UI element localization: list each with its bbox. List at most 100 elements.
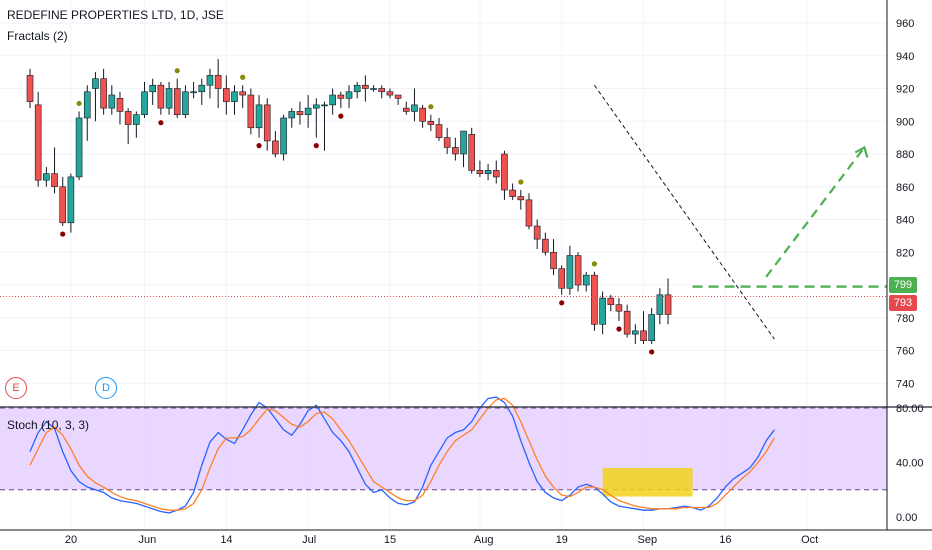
candle-body [443,137,451,148]
candle-body [648,314,655,341]
fractals-indicator-label[interactable]: Fractals (2) [7,29,68,43]
fractal-down-marker [60,231,66,237]
fractal-up-marker [428,104,434,110]
candle-body [615,304,623,312]
price-tick-label: 740 [896,378,914,390]
time-tick-label: Aug [474,534,494,546]
overlays-group [0,84,887,340]
dividend-event-badge[interactable]: D [95,377,117,399]
projection-arrow-line [765,146,866,278]
candle-body [345,91,353,99]
time-tick-label: 14 [220,534,232,546]
projection-arrow-head [854,145,869,158]
candles-group[interactable] [26,59,672,344]
candle-body [288,111,296,119]
fractal-up-marker [174,68,180,74]
stoch-highlight-box [602,467,693,497]
candle-body [214,75,222,89]
candle-body [83,91,91,119]
price-tick-label: 880 [896,149,914,161]
candle-body [304,107,312,116]
candle-body [411,104,418,112]
candle-body [239,91,246,96]
price-tag-current: 793 [889,295,917,311]
candle-body [124,111,132,125]
candle-body [157,84,165,109]
fractal-up-marker [240,74,246,80]
candle-body [329,94,336,106]
chart-title: REDEFINE PROPERTIES LTD, 1D, JSE [7,8,224,22]
candle-body [574,255,582,286]
candle-body [280,117,287,155]
candle-body [591,274,598,325]
price-tick-label: 920 [896,84,914,96]
candle-body [492,170,500,178]
price-tick-label: 820 [896,247,914,259]
fractal-up-marker [76,100,82,107]
candle-body [394,94,402,99]
candle-body [656,294,664,315]
candle-body [272,140,279,155]
candle-body [67,176,75,224]
time-tick-label: 15 [384,534,396,546]
price-tick-label: 960 [896,18,914,30]
candle-body [263,104,271,142]
candle-body [182,91,189,116]
stoch-indicator-label[interactable]: Stoch (10, 3, 3) [7,418,90,432]
candle-body [190,91,197,94]
fractal-down-marker [256,143,262,149]
time-tick-label: 16 [719,534,731,546]
price-tick-label: 760 [896,346,914,358]
time-tick-label: Jun [139,534,157,546]
fractal-down-marker [313,143,319,149]
stoch-tick-label: 80.00 [896,403,924,415]
candle-body [542,238,549,253]
candle-body [133,114,140,125]
candle-body [566,255,574,289]
candle-body [362,84,369,89]
stoch-d-line [29,397,775,511]
candle-body [173,88,181,116]
candle-body [141,91,148,116]
candle-body [533,225,541,240]
price-tick-label: 940 [896,51,914,63]
candle-body [452,147,459,155]
candle-body [231,91,238,102]
stoch-lines [29,396,775,514]
candle-body [255,104,263,129]
fractal-up-marker [591,261,598,267]
fractal-down-marker [559,300,565,306]
candle-body [664,294,672,315]
candle-body [501,153,508,191]
candle-body [51,173,58,188]
fractal-down-marker [338,113,344,119]
candle-body [206,75,214,86]
candle-body [92,78,99,89]
candle-body [582,274,590,286]
candle-body [59,186,67,224]
candle-body [370,88,377,90]
downtrend-line [594,84,775,340]
time-tick-label: Oct [801,534,818,546]
candle-body [607,297,615,305]
candle-body [312,104,320,109]
candle-body [198,84,206,93]
fractal-down-marker [616,326,622,332]
candle-body [460,130,467,155]
stoch-tick-label: 40.00 [896,458,924,470]
candle-body [378,88,386,93]
earnings-event-badge[interactable]: E [5,377,27,399]
time-tick-label: Jul [302,534,316,546]
candle-body [476,170,484,174]
candle-body [468,134,476,171]
stoch-k-line [29,396,775,514]
candle-body [517,196,525,201]
candle-body [419,107,426,122]
stoch-band-fill [0,408,887,490]
candle-body [149,84,156,93]
candle-body [558,268,566,289]
candle-body [34,104,42,181]
candle-body [247,94,255,129]
time-tick-label: 20 [65,534,77,546]
